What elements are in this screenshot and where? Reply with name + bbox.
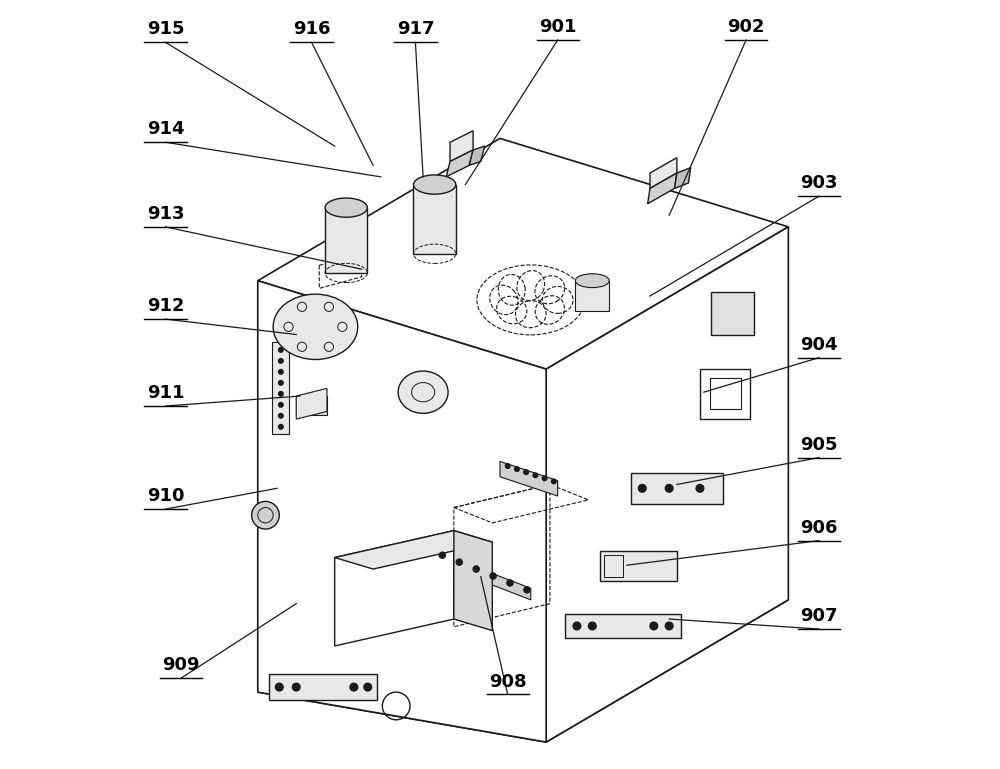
Text: 909: 909 [162, 657, 200, 674]
Bar [272, 342, 289, 434]
Polygon shape [450, 131, 473, 161]
Text: 907: 907 [800, 608, 838, 625]
Circle shape [439, 552, 445, 558]
Circle shape [350, 683, 358, 691]
Polygon shape [648, 173, 677, 204]
Circle shape [279, 348, 283, 352]
Ellipse shape [325, 198, 367, 217]
Text: 916: 916 [293, 21, 330, 38]
Polygon shape [500, 461, 558, 496]
Polygon shape [258, 281, 546, 742]
Circle shape [650, 622, 658, 630]
Circle shape [279, 414, 283, 418]
Text: 912: 912 [147, 298, 184, 315]
Text: 914: 914 [147, 121, 184, 138]
Text: 917: 917 [397, 21, 434, 38]
Circle shape [279, 391, 283, 396]
Circle shape [696, 484, 704, 492]
Circle shape [364, 683, 372, 691]
Circle shape [279, 381, 283, 385]
Circle shape [524, 587, 530, 593]
Circle shape [292, 683, 300, 691]
Circle shape [505, 464, 510, 468]
Circle shape [279, 370, 283, 375]
Text: 908: 908 [489, 673, 527, 691]
Bar [325, 208, 367, 273]
Polygon shape [296, 388, 327, 419]
Ellipse shape [413, 175, 456, 194]
Circle shape [279, 358, 283, 363]
Text: 913: 913 [147, 205, 184, 223]
Circle shape [279, 424, 283, 429]
Polygon shape [469, 146, 485, 165]
Ellipse shape [398, 371, 448, 414]
Circle shape [573, 622, 581, 630]
Polygon shape [258, 138, 788, 369]
Bar [711, 292, 754, 335]
Polygon shape [335, 531, 492, 569]
Circle shape [252, 501, 279, 529]
Ellipse shape [273, 295, 358, 360]
Polygon shape [335, 531, 454, 646]
Bar [600, 551, 677, 581]
Bar [604, 555, 623, 577]
Text: 910: 910 [147, 488, 184, 505]
Circle shape [275, 683, 283, 691]
Text: 915: 915 [147, 21, 184, 38]
Text: 902: 902 [727, 18, 765, 36]
Circle shape [665, 484, 673, 492]
Polygon shape [546, 227, 788, 742]
Circle shape [533, 473, 538, 478]
Bar [413, 185, 456, 254]
Text: 903: 903 [800, 175, 838, 192]
Bar [575, 281, 609, 311]
Circle shape [638, 484, 646, 492]
Bar [631, 473, 723, 504]
Bar [710, 378, 741, 409]
Circle shape [279, 402, 283, 407]
Circle shape [473, 566, 479, 572]
Text: 901: 901 [539, 18, 576, 36]
Polygon shape [446, 150, 473, 177]
Bar [296, 396, 327, 415]
Polygon shape [454, 531, 492, 631]
Bar [269, 674, 377, 700]
Text: 906: 906 [800, 519, 838, 537]
Circle shape [490, 573, 496, 579]
Polygon shape [431, 550, 531, 600]
Text: 911: 911 [147, 384, 184, 402]
Circle shape [542, 476, 547, 481]
Circle shape [515, 467, 519, 471]
Circle shape [665, 622, 673, 630]
Circle shape [507, 580, 513, 586]
Bar [565, 614, 681, 638]
Bar [700, 369, 750, 419]
Text: 904: 904 [800, 336, 838, 354]
Ellipse shape [575, 274, 609, 288]
Circle shape [588, 622, 596, 630]
Text: 905: 905 [800, 436, 838, 454]
Circle shape [456, 559, 462, 565]
Circle shape [552, 479, 556, 484]
Polygon shape [650, 158, 677, 188]
Circle shape [524, 470, 528, 474]
Polygon shape [675, 168, 691, 188]
